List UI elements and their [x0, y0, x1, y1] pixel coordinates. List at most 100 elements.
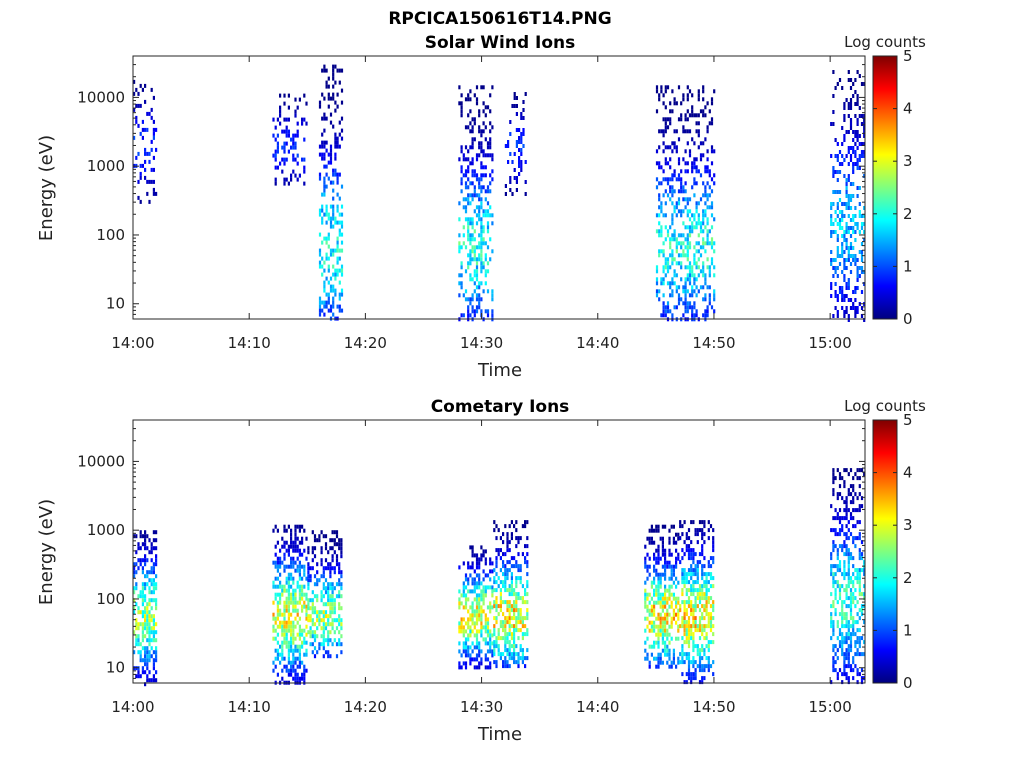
heatmap-cell — [696, 588, 699, 593]
heatmap-cell — [854, 290, 857, 294]
heatmap-cell — [331, 538, 334, 543]
heatmap-cell — [296, 556, 299, 561]
heatmap-cell — [480, 625, 483, 630]
heatmap-cell — [680, 117, 683, 122]
heatmap-cell — [491, 289, 494, 294]
heatmap-cell — [863, 130, 866, 134]
heatmap-cell — [311, 606, 314, 611]
heatmap-cell — [677, 201, 681, 206]
heatmap-cell — [305, 624, 308, 629]
heatmap-cell — [513, 592, 516, 597]
heatmap-cell — [843, 234, 846, 238]
heatmap-cell — [137, 151, 140, 156]
heatmap-cell — [152, 618, 155, 623]
heatmap-cell — [843, 560, 846, 565]
heatmap-cell — [648, 608, 651, 613]
heatmap-cell — [325, 80, 328, 85]
heatmap-cell — [830, 528, 833, 533]
heatmap-cell — [340, 618, 343, 623]
heatmap-cell — [644, 564, 647, 569]
heatmap-cell — [276, 604, 279, 609]
heatmap-cell — [858, 644, 861, 649]
heatmap-cell — [502, 600, 505, 605]
heatmap-cell — [486, 221, 490, 226]
heatmap-cell — [323, 96, 326, 101]
heatmap-cell — [701, 520, 704, 525]
colorbar — [872, 55, 898, 320]
heatmap-cell — [849, 608, 853, 613]
heatmap-cell — [650, 652, 653, 657]
heatmap-cell — [852, 500, 855, 505]
heatmap-cell — [486, 261, 490, 266]
heatmap-cell — [841, 202, 844, 206]
heatmap-cell — [318, 578, 321, 583]
heatmap-cell — [843, 118, 846, 122]
heatmap-cell — [702, 109, 705, 114]
heatmap-cell — [480, 205, 483, 210]
heatmap-cell — [832, 544, 835, 549]
heatmap-cell — [860, 82, 864, 86]
heatmap-cell — [832, 548, 835, 553]
heatmap-cell — [660, 281, 663, 286]
heatmap-cell — [504, 656, 507, 661]
heatmap-cell — [475, 309, 479, 314]
heatmap-cell — [323, 156, 326, 161]
heatmap-cell — [701, 680, 704, 685]
heatmap-cell — [708, 297, 711, 302]
heatmap-cell — [670, 568, 673, 573]
heatmap-cell — [298, 592, 301, 597]
heatmap-cell — [294, 656, 297, 661]
heatmap-cell — [294, 588, 297, 593]
heatmap-cell — [522, 108, 525, 112]
heatmap-cell — [322, 586, 325, 591]
heatmap-cell — [486, 213, 490, 218]
heatmap-cell — [695, 277, 698, 282]
heatmap-cell — [858, 576, 861, 581]
heatmap-cell — [489, 153, 492, 158]
heatmap-cell — [323, 140, 326, 145]
heatmap-cell — [334, 168, 337, 173]
heatmap-cell — [845, 206, 848, 210]
heatmap-cell — [478, 613, 481, 618]
heatmap-cell — [152, 630, 155, 635]
heatmap-cell — [491, 653, 494, 658]
heatmap-cell — [150, 550, 153, 555]
heatmap-cell — [847, 572, 850, 577]
heatmap-cell — [469, 273, 472, 278]
heatmap-cell — [854, 568, 857, 573]
heatmap-cell — [657, 592, 660, 597]
heatmap-cell — [655, 289, 659, 294]
heatmap-cell — [845, 496, 848, 501]
heatmap-cell — [702, 217, 705, 222]
heatmap-cell — [669, 281, 672, 286]
heatmap-cell — [849, 484, 853, 489]
heatmap-cell — [294, 668, 297, 673]
heatmap-cell — [673, 237, 676, 242]
heatmap-cell — [838, 170, 842, 174]
heatmap-cell — [655, 548, 658, 553]
heatmap-cell — [672, 608, 675, 613]
heatmap-cell — [858, 536, 861, 541]
heatmap-cell — [703, 540, 706, 545]
heatmap-cell — [335, 642, 339, 647]
heatmap-cell — [150, 167, 153, 172]
heatmap-cell — [497, 604, 500, 609]
heatmap-cell — [692, 620, 695, 625]
heatmap-cell — [152, 650, 155, 655]
heatmap-cell — [847, 492, 850, 497]
heatmap-cell — [691, 93, 694, 98]
heatmap-cell — [471, 173, 474, 178]
heatmap-cell — [331, 554, 334, 559]
heatmap-cell — [521, 552, 524, 557]
heatmap-cell — [473, 169, 476, 174]
heatmap-cell — [666, 265, 670, 270]
heatmap-cell — [324, 614, 328, 619]
heatmap-cell — [137, 179, 140, 184]
heatmap-cell — [486, 201, 490, 206]
heatmap-cell — [830, 294, 833, 298]
heatmap-cell — [460, 109, 463, 114]
heatmap-cell — [460, 101, 463, 106]
heatmap-cell — [480, 201, 483, 206]
heatmap-cell — [276, 656, 279, 661]
heatmap-cell — [521, 600, 524, 605]
